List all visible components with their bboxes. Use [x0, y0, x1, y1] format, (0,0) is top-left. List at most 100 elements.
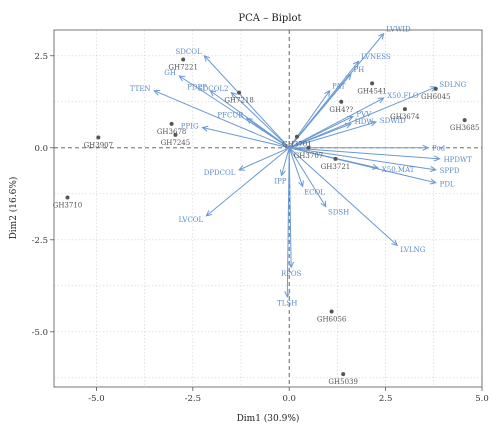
variable-arrow — [288, 147, 327, 207]
individual-point — [341, 372, 346, 377]
individual-point — [169, 121, 174, 126]
y-tick-label: 0.0 — [34, 144, 48, 154]
x-tick-label: -2.5 — [185, 394, 201, 404]
x-tick-label: 2.5 — [379, 394, 393, 404]
variable-label: ECOL — [304, 189, 325, 197]
individual-label: GH3701 — [282, 141, 312, 149]
variable-label: PVV — [356, 110, 372, 118]
variable-label: SPPD — [440, 167, 460, 175]
variable-arrow — [202, 127, 290, 149]
variable-label: TLSH — [277, 299, 297, 307]
variable-label: LVLNG — [400, 246, 426, 254]
y-axis-title: Dim2 (16.6%) — [8, 177, 19, 240]
variable-arrow — [289, 147, 436, 171]
x-tick-label: -5.0 — [88, 394, 104, 404]
arrow-head — [298, 180, 304, 188]
individual-point — [65, 195, 70, 200]
arrow-head — [429, 178, 437, 185]
variable-label: LVWID — [386, 26, 411, 34]
x-tick-label: 0.0 — [282, 394, 296, 404]
variable-arrows — [153, 32, 441, 298]
individual-point — [173, 132, 178, 137]
individual-label: GH3907 — [84, 141, 114, 149]
variable-label: SDCOL2 — [198, 85, 229, 93]
variable-label: PDPP — [187, 84, 207, 92]
arrow-head — [230, 91, 238, 99]
individual-point — [294, 134, 299, 139]
arrow-head — [352, 60, 360, 68]
variable-label: DPDCOL — [204, 169, 236, 177]
grid — [54, 30, 483, 387]
variable-label: HDW — [355, 118, 375, 126]
variable-arrow — [288, 147, 304, 187]
individual-label: GH7221 — [168, 63, 198, 71]
y-tick-label: -2.5 — [32, 236, 48, 246]
variable-arrow — [154, 90, 290, 149]
arrow-head — [422, 144, 430, 151]
variable-label: X50.MAT — [382, 166, 415, 174]
individual-label: GH3678 — [157, 128, 187, 136]
individual-label: GH5039 — [328, 378, 358, 386]
individual-point — [329, 309, 334, 314]
individual-label: GH3721 — [321, 163, 351, 171]
variable-label: PAT — [332, 82, 346, 90]
variable-arrow — [238, 147, 290, 171]
individual-label: GH4?? — [329, 106, 353, 114]
individual-point — [370, 81, 375, 86]
zero-lines — [54, 30, 482, 387]
individual-points — [65, 57, 467, 377]
individual-label: GH3674 — [390, 113, 420, 121]
arrow-head — [203, 54, 211, 62]
arrow-head — [433, 155, 441, 162]
variable-label: SDLNG — [439, 81, 466, 89]
variable-arrow — [286, 147, 290, 297]
variable-label: X50.FLO — [387, 92, 419, 100]
variable-label: LVCOL — [179, 216, 204, 224]
arrow-head — [324, 89, 331, 97]
y-tick-label: -5.0 — [32, 328, 48, 338]
arrow-head — [320, 200, 327, 208]
variable-label: Pod — [432, 144, 446, 152]
variable-arrow — [281, 147, 290, 176]
individual-label: GH4541 — [357, 87, 387, 95]
variable-arrow — [209, 90, 290, 149]
variable-label: GH — [164, 69, 176, 77]
individual-point — [462, 118, 467, 123]
individual-point — [402, 107, 407, 112]
individual-point — [306, 145, 311, 150]
variable-arrow — [205, 147, 290, 217]
individual-label: GH3707 — [294, 152, 324, 160]
individual-label: GH3710 — [53, 201, 83, 209]
arrow-head — [371, 163, 380, 170]
variable-arrow — [204, 55, 290, 149]
plot-frame — [53, 29, 483, 388]
y-tick-label: 2.5 — [34, 52, 48, 62]
variable-arrow — [288, 116, 354, 149]
arrow-head — [391, 239, 399, 247]
variable-arrow — [179, 75, 290, 149]
x-axis-title: Dim1 (30.9%) — [237, 413, 300, 424]
individual-label: GH3685 — [450, 124, 480, 132]
variable-arrow — [288, 73, 352, 149]
arrow-head — [378, 32, 385, 40]
variable-arrow — [289, 123, 352, 149]
individual-label: GH7218 — [224, 97, 254, 105]
x-tick-label: 5.0 — [475, 394, 489, 404]
arrow-head — [238, 164, 246, 171]
variable-label: HPDWT — [444, 156, 473, 164]
arrow-head — [201, 125, 209, 132]
arrow-head — [429, 166, 437, 173]
variable-label: PDL — [440, 181, 455, 189]
individual-point — [237, 90, 242, 95]
variable-label: LVNESS — [361, 53, 391, 61]
individual-point — [433, 86, 438, 91]
arrow-head — [279, 169, 286, 177]
variable-arrow — [289, 147, 440, 160]
arrow-head — [284, 291, 291, 298]
arrow-head — [346, 115, 354, 122]
variable-arrow — [289, 147, 436, 184]
individual-point — [333, 156, 338, 161]
arrow-head — [153, 89, 161, 96]
variable-label: PH — [353, 66, 364, 74]
